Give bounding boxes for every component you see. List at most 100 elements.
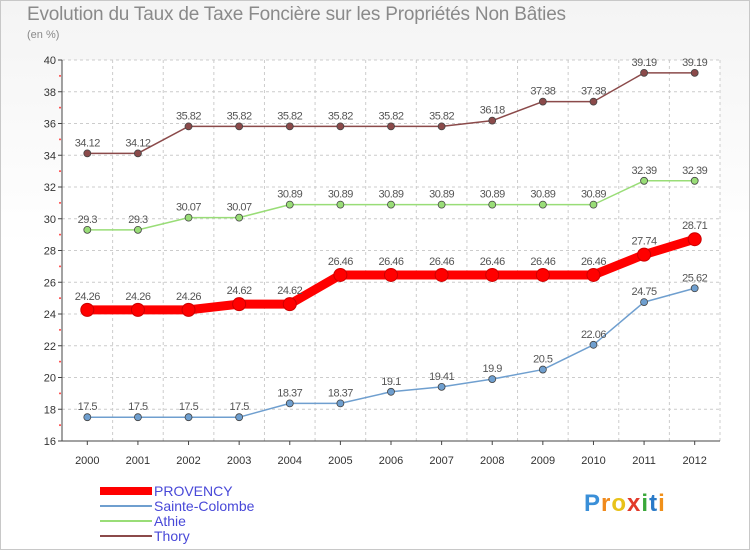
y-minor-dot (59, 170, 61, 173)
legend-label: Sainte-Colombe (154, 498, 255, 514)
x-tick-label: 2011 (632, 455, 656, 467)
data-point (538, 200, 547, 209)
data-point (134, 225, 142, 234)
data-label: 30.89 (328, 189, 353, 201)
y-tick-label: 20 (44, 373, 56, 385)
data-label: 24.26 (75, 291, 100, 303)
x-tick-label: 2001 (126, 455, 150, 467)
data-point (640, 298, 648, 306)
series-athie: 29.3 29.3 30.07 30.07 30.89 30.89 30.89 30.89 30… (78, 165, 708, 234)
data-point (184, 413, 193, 422)
data-label: 34.12 (75, 137, 100, 149)
data-point (282, 297, 297, 312)
data-point (184, 213, 193, 222)
legend-swatch (100, 520, 152, 522)
data-label: 37.38 (581, 86, 606, 98)
data-label: 26.46 (429, 256, 454, 268)
legend-label: PROVENCY (154, 483, 233, 499)
y-minor-dot (59, 106, 61, 109)
logo-letter: P (584, 490, 602, 517)
data-label: 30.89 (378, 189, 403, 201)
data-label: 24.62 (227, 285, 252, 297)
x-tick-label: 2002 (176, 455, 200, 467)
series-sainte-colombe: 17.5 17.5 17.5 17.5 18.37 18.37 19.1 19.41 19.9 2… (78, 272, 708, 422)
data-label: 35.82 (429, 110, 454, 122)
data-label: 17.5 (128, 401, 148, 413)
data-point (285, 399, 294, 408)
logo-letter: r (601, 490, 612, 517)
data-label: 30.07 (176, 202, 201, 214)
data-label: 36.18 (480, 105, 505, 117)
data-label: 30.07 (227, 202, 252, 214)
y-minor-dot (59, 328, 61, 331)
series-thory: 34.12 34.12 35.82 35.82 35.82 35.82 35.82 35.82… (75, 57, 708, 158)
y-tick-label: 28 (44, 246, 56, 258)
proxiti-logo: Proxiti (584, 490, 666, 518)
data-point (488, 200, 497, 209)
data-label: 24.26 (125, 291, 150, 303)
y-minor-dot (59, 233, 61, 236)
logo-letter: o (611, 490, 628, 517)
y-minor-dot (59, 265, 61, 268)
y-minor-dot (59, 424, 61, 427)
data-label: 19.1 (381, 376, 401, 388)
data-point (640, 68, 648, 77)
data-label: 32.39 (682, 165, 707, 177)
data-point (434, 267, 449, 282)
data-point (690, 68, 699, 77)
data-point (130, 302, 145, 317)
y-tick-label: 40 (44, 55, 56, 67)
data-point (589, 200, 598, 209)
data-point (437, 122, 446, 131)
y-tick-label: 22 (44, 341, 56, 353)
data-label: 22.06 (581, 329, 606, 341)
data-label: 17.5 (78, 401, 98, 413)
data-point (535, 267, 550, 282)
y-tick-label: 24 (44, 309, 56, 321)
data-label: 39.19 (682, 57, 707, 69)
data-label: 35.82 (227, 110, 252, 122)
data-point (80, 302, 95, 317)
data-label: 35.82 (328, 110, 353, 122)
data-label: 30.89 (429, 189, 454, 201)
x-tick-label: 2010 (581, 455, 605, 467)
data-point (589, 340, 598, 349)
data-label: 28.71 (682, 220, 707, 232)
data-label: 17.5 (229, 401, 249, 413)
data-point (232, 297, 247, 312)
data-label: 39.19 (632, 57, 657, 69)
data-point (336, 200, 345, 209)
data-label: 34.12 (125, 137, 150, 149)
data-point (589, 97, 598, 106)
data-point (690, 284, 699, 293)
y-tick-label: 18 (44, 404, 56, 416)
y-tick-label: 36 (44, 119, 56, 131)
y-minor-dot (59, 392, 61, 395)
legend-swatch (100, 535, 152, 537)
y-tick-label: 34 (44, 150, 56, 162)
data-label: 26.46 (480, 256, 505, 268)
x-tick-label: 2008 (480, 455, 504, 467)
chart-title: Evolution du Taux de Taxe Foncière sur l… (27, 4, 566, 25)
data-point (387, 387, 395, 396)
data-point (333, 267, 348, 282)
data-label: 30.89 (480, 189, 505, 201)
x-tick-label: 2005 (328, 455, 352, 467)
data-label: 24.75 (632, 286, 657, 298)
data-point (485, 267, 500, 282)
data-label: 24.26 (176, 291, 201, 303)
data-label: 19.9 (483, 363, 503, 375)
data-point (538, 97, 547, 106)
x-tick-label: 2007 (429, 455, 453, 467)
data-label: 35.82 (277, 110, 302, 122)
data-label: 20.5 (533, 354, 553, 366)
data-point (181, 302, 196, 317)
x-tick-label: 2012 (682, 455, 706, 467)
data-label: 29.3 (78, 214, 98, 226)
data-label: 27.74 (632, 236, 657, 248)
data-label: 25.62 (682, 272, 707, 284)
data-point (235, 413, 244, 422)
data-label: 26.46 (378, 256, 403, 268)
y-minor-dot (59, 138, 61, 141)
data-label: 30.89 (581, 189, 606, 201)
